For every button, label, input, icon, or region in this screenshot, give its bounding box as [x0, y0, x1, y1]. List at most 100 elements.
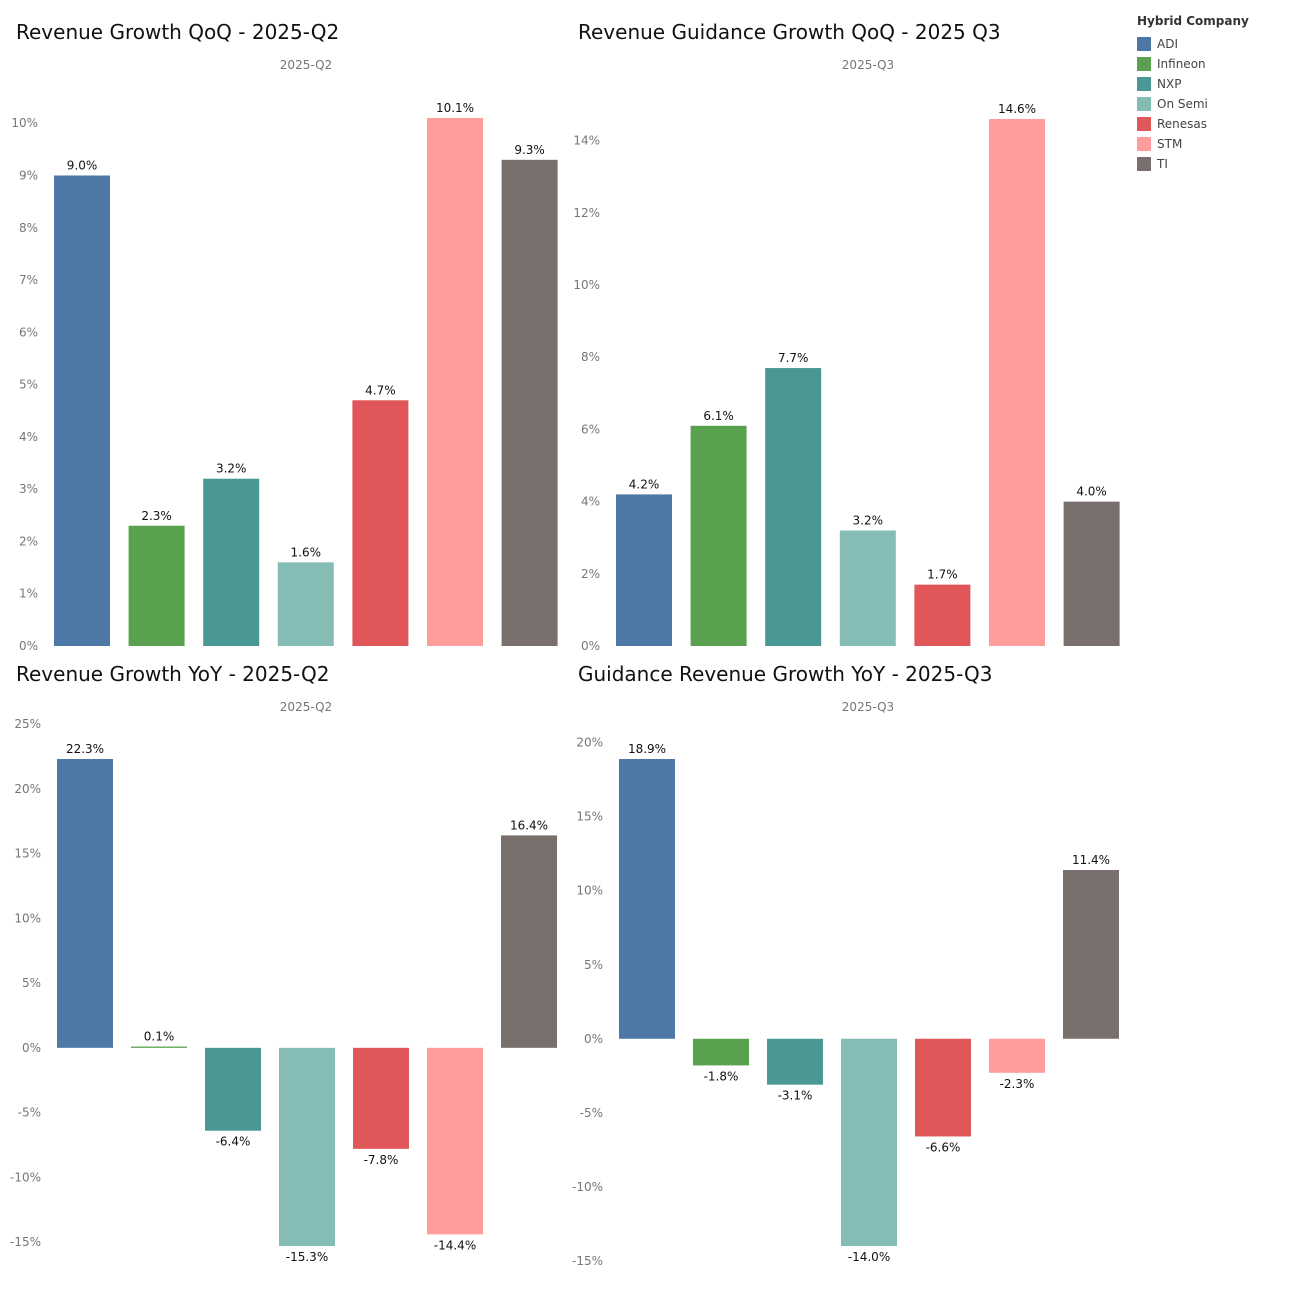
- bar-ti: [501, 835, 557, 1048]
- bar-renesas: [353, 1047, 409, 1149]
- y-tick-label: 8%: [19, 221, 38, 235]
- y-tick-label: 10%: [14, 911, 41, 925]
- bar-nxp: [205, 1047, 261, 1131]
- y-tick-label: 10%: [11, 116, 38, 130]
- y-tick-label: 12%: [573, 206, 600, 220]
- data-label: 11.4%: [1072, 853, 1110, 867]
- legend-item-on-semi[interactable]: On Semi: [1137, 94, 1249, 114]
- data-label: 22.3%: [66, 742, 104, 756]
- y-tick-label: 9%: [19, 169, 38, 183]
- data-label: 0.1%: [144, 1030, 175, 1044]
- legend-item-adi[interactable]: ADI: [1137, 34, 1249, 54]
- chart-subtitle: 2025-Q2: [279, 700, 333, 714]
- bar-renesas: [352, 400, 409, 646]
- bar-nxp: [765, 368, 822, 646]
- data-label: -6.4%: [216, 1135, 251, 1149]
- chart-subtitle: 2025-Q3: [841, 700, 895, 714]
- data-label: 1.7%: [927, 568, 958, 582]
- bar-ti: [501, 159, 558, 646]
- chart-subtitle: 2025-Q3: [841, 58, 895, 72]
- data-label: 3.2%: [853, 513, 884, 527]
- data-label: 9.0%: [67, 159, 98, 173]
- data-label: 4.0%: [1076, 485, 1107, 499]
- legend-label: Renesas: [1157, 117, 1208, 131]
- legend-swatch: [1137, 37, 1151, 51]
- chart-subtitle: 2025-Q2: [279, 58, 333, 72]
- bar-nxp: [203, 478, 260, 646]
- bar-ti: [1063, 870, 1119, 1039]
- bar-infineon: [693, 1038, 749, 1066]
- chart-0-group: 0% 1% 2% 3% 4% 5% 6% 7% 8% 9% 10% 9.0% 2.3% 3.2% 1.6% 4…: [11, 101, 558, 653]
- y-tick-label: 0%: [19, 639, 38, 653]
- y-tick-label: 5%: [22, 976, 41, 990]
- legend-item-stm[interactable]: STM: [1137, 134, 1249, 154]
- data-label: 14.6%: [998, 102, 1036, 116]
- bar-stm: [427, 118, 483, 646]
- y-tick-label: -10%: [572, 1180, 603, 1194]
- y-tick-label: 20%: [576, 736, 603, 750]
- y-tick-label: 14%: [573, 134, 600, 148]
- chart-3-group: -15% -10% -5% 0% 5% 10% 15% 20% 18.9% -1.8% -3.1% -…: [572, 736, 1119, 1268]
- data-label: 4.7%: [365, 383, 396, 397]
- legend-item-ti[interactable]: TI: [1137, 154, 1249, 174]
- y-tick-label: -15%: [10, 1235, 41, 1249]
- legend-label: NXP: [1157, 77, 1182, 91]
- y-tick-label: 6%: [19, 325, 38, 339]
- bar-infineon: [128, 525, 185, 646]
- data-label: -2.3%: [1000, 1077, 1035, 1091]
- legend-swatch: [1137, 77, 1151, 91]
- chart-title: Revenue Growth YoY - 2025-Q2: [16, 662, 330, 686]
- legend-item-nxp[interactable]: NXP: [1137, 74, 1249, 94]
- data-label: -14.0%: [848, 1250, 890, 1264]
- y-tick-label: 15%: [14, 847, 41, 861]
- bar-infineon: [131, 1046, 187, 1048]
- legend-label: Infineon: [1157, 57, 1206, 71]
- y-tick-label: 2%: [581, 567, 600, 581]
- bar-renesas: [915, 1038, 971, 1137]
- data-label: -3.1%: [778, 1089, 813, 1103]
- y-tick-label: -15%: [572, 1254, 603, 1268]
- data-label: -7.8%: [364, 1153, 399, 1167]
- legend-swatch: [1137, 57, 1151, 71]
- legend-title: Hybrid Company: [1137, 14, 1249, 28]
- bar-adi: [619, 759, 675, 1039]
- data-label: 3.2%: [216, 462, 247, 476]
- legend-item-renesas[interactable]: Renesas: [1137, 114, 1249, 134]
- chart-1-group: 0% 2% 4% 6% 8% 10% 12% 14% 4.2% 6.1% 7.7% 3.2% 1.7% 1…: [573, 102, 1120, 653]
- y-tick-label: 1%: [19, 587, 38, 601]
- bar-ti: [1063, 501, 1120, 646]
- y-tick-label: 8%: [581, 350, 600, 364]
- legend-swatch: [1137, 137, 1151, 151]
- y-tick-label: 0%: [581, 639, 600, 653]
- bar-on-semi: [841, 1038, 897, 1246]
- y-tick-label: 5%: [584, 958, 603, 972]
- y-tick-label: -10%: [10, 1170, 41, 1184]
- data-label: 4.2%: [629, 477, 660, 491]
- chart-2-group: -15% -10% -5% 0% 5% 10% 15% 20% 25% 22.3% 0.1% -6.4…: [10, 717, 557, 1264]
- data-label: -14.4%: [434, 1238, 476, 1252]
- y-tick-label: -5%: [580, 1106, 603, 1120]
- data-label: 16.4%: [510, 818, 548, 832]
- bar-stm: [989, 119, 1045, 646]
- bar-infineon: [690, 425, 747, 646]
- legend-label: TI: [1157, 157, 1168, 171]
- bar-stm: [989, 1038, 1045, 1073]
- data-label: 10.1%: [436, 101, 474, 115]
- data-label: -15.3%: [286, 1250, 328, 1264]
- bar-adi: [616, 494, 672, 646]
- legend-item-infineon[interactable]: Infineon: [1137, 54, 1249, 74]
- y-tick-label: 15%: [576, 810, 603, 824]
- y-tick-label: 10%: [576, 884, 603, 898]
- chart-title: Revenue Growth QoQ - 2025-Q2: [16, 20, 340, 44]
- y-tick-label: 6%: [581, 422, 600, 436]
- legend-swatch: [1137, 117, 1151, 131]
- y-tick-label: 5%: [19, 378, 38, 392]
- data-label: 2.3%: [141, 509, 172, 523]
- data-label: 18.9%: [628, 742, 666, 756]
- legend-swatch: [1137, 157, 1151, 171]
- legend-label: On Semi: [1157, 97, 1208, 111]
- data-label: 6.1%: [703, 409, 734, 423]
- data-label: 7.7%: [778, 351, 809, 365]
- chart-title: Revenue Guidance Growth QoQ - 2025 Q3: [578, 20, 1001, 44]
